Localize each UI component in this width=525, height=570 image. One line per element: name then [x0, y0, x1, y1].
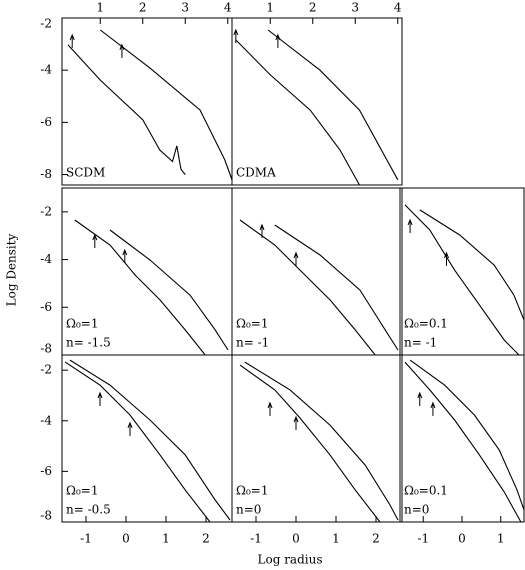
x-tick-label: 0 — [458, 532, 466, 546]
plot-area — [404, 204, 524, 355]
plot-area — [67, 29, 232, 180]
x-tick-label: 4 — [394, 1, 402, 15]
plot-area — [404, 359, 524, 522]
x-tick-label: 3 — [181, 1, 189, 15]
density-curve — [404, 204, 520, 355]
x-tick-label: 1 — [96, 1, 104, 15]
y-tick-label: -2 — [40, 204, 52, 218]
panel-label: n= -1 — [236, 336, 269, 350]
density-curve — [235, 39, 360, 185]
y-tick-label: -2 — [40, 17, 52, 31]
panel-label: n=0 — [236, 503, 261, 517]
density-curve — [69, 359, 231, 521]
density-curve — [404, 361, 522, 522]
x-axis-label: Log radius — [258, 553, 323, 567]
y-tick-label: -6 — [40, 464, 52, 478]
x-tick-label: 1 — [332, 532, 340, 546]
x-tick-label: 2 — [309, 1, 317, 15]
radius-arrow — [97, 391, 103, 407]
radius-arrow — [69, 33, 75, 48]
density-curve — [267, 29, 399, 181]
density-curve — [239, 364, 381, 522]
radius-arrow — [417, 391, 423, 407]
x-tick-label: 4 — [224, 1, 232, 15]
plot-area — [74, 219, 229, 355]
density-curve — [244, 361, 399, 521]
plot-area — [233, 28, 399, 185]
radius-arrow — [233, 28, 239, 43]
panel-label: n= -1.5 — [66, 336, 111, 350]
y-tick-label: -8 — [40, 167, 52, 181]
panel-label: n=0 — [404, 503, 429, 517]
radius-arrow — [275, 33, 281, 48]
x-tick-label: 1 — [162, 532, 170, 546]
density-curve — [74, 219, 206, 355]
radius-arrow — [127, 421, 133, 436]
density-curve — [239, 219, 376, 355]
radius-arrow — [293, 415, 299, 431]
panel-label: n= -1 — [404, 336, 437, 350]
panel-label: CDMA — [236, 166, 276, 180]
y-tick-label: -8 — [40, 342, 52, 356]
radius-arrow — [444, 251, 449, 266]
density-curve — [99, 29, 232, 180]
radius-arrow — [119, 43, 125, 58]
radius-arrow — [267, 401, 273, 416]
plot-area — [64, 359, 231, 522]
panel-label: Ω₀=1 — [66, 484, 98, 498]
plot-area — [239, 361, 399, 522]
panel-frame — [231, 17, 403, 186]
x-tick-label: -1 — [417, 532, 429, 546]
density-curve — [274, 224, 399, 351]
panel-label: Ω₀=0.1 — [404, 484, 448, 498]
panel-frame — [231, 354, 403, 523]
radius-arrow — [293, 251, 299, 266]
density-curve — [67, 44, 186, 175]
panel-label: Ω₀=1 — [236, 317, 268, 331]
y-tick-label: -4 — [40, 252, 52, 266]
x-tick-label: 1 — [266, 1, 274, 15]
x-tick-label: 2 — [139, 1, 147, 15]
panel-label: Ω₀=0.1 — [404, 317, 448, 331]
y-tick-label: -2 — [40, 363, 52, 377]
y-tick-label: -4 — [40, 413, 52, 427]
y-tick-label: -8 — [40, 509, 52, 523]
radius-arrow — [122, 248, 128, 264]
panel-label: Ω₀=1 — [66, 317, 98, 331]
radius-arrow — [92, 233, 98, 249]
x-tick-label: 1 — [497, 532, 505, 546]
x-tick-label: -1 — [80, 532, 92, 546]
y-tick-label: -4 — [40, 63, 52, 77]
density-curve — [419, 209, 524, 321]
panel-label: n= -0.5 — [66, 503, 111, 517]
plot-area — [239, 219, 399, 355]
density-curve — [409, 359, 524, 511]
x-tick-label: 2 — [372, 532, 380, 546]
y-tick-label: -6 — [40, 300, 52, 314]
x-tick-label: 2 — [202, 532, 210, 546]
panel-label: Ω₀=1 — [236, 484, 268, 498]
y-axis-label: Log Density — [5, 233, 19, 306]
panel-label: SCDM — [66, 166, 105, 180]
x-tick-label: 3 — [351, 1, 359, 15]
radius-arrow — [407, 218, 413, 233]
density-curve — [109, 229, 229, 351]
x-tick-label: 0 — [122, 532, 130, 546]
x-tick-label: -1 — [250, 532, 262, 546]
x-tick-label: 0 — [292, 532, 300, 546]
panel-frame — [61, 17, 233, 186]
density-curve — [64, 361, 211, 522]
y-tick-label: -6 — [40, 115, 52, 129]
radius-arrow — [259, 223, 265, 238]
radius-arrow — [430, 401, 436, 416]
